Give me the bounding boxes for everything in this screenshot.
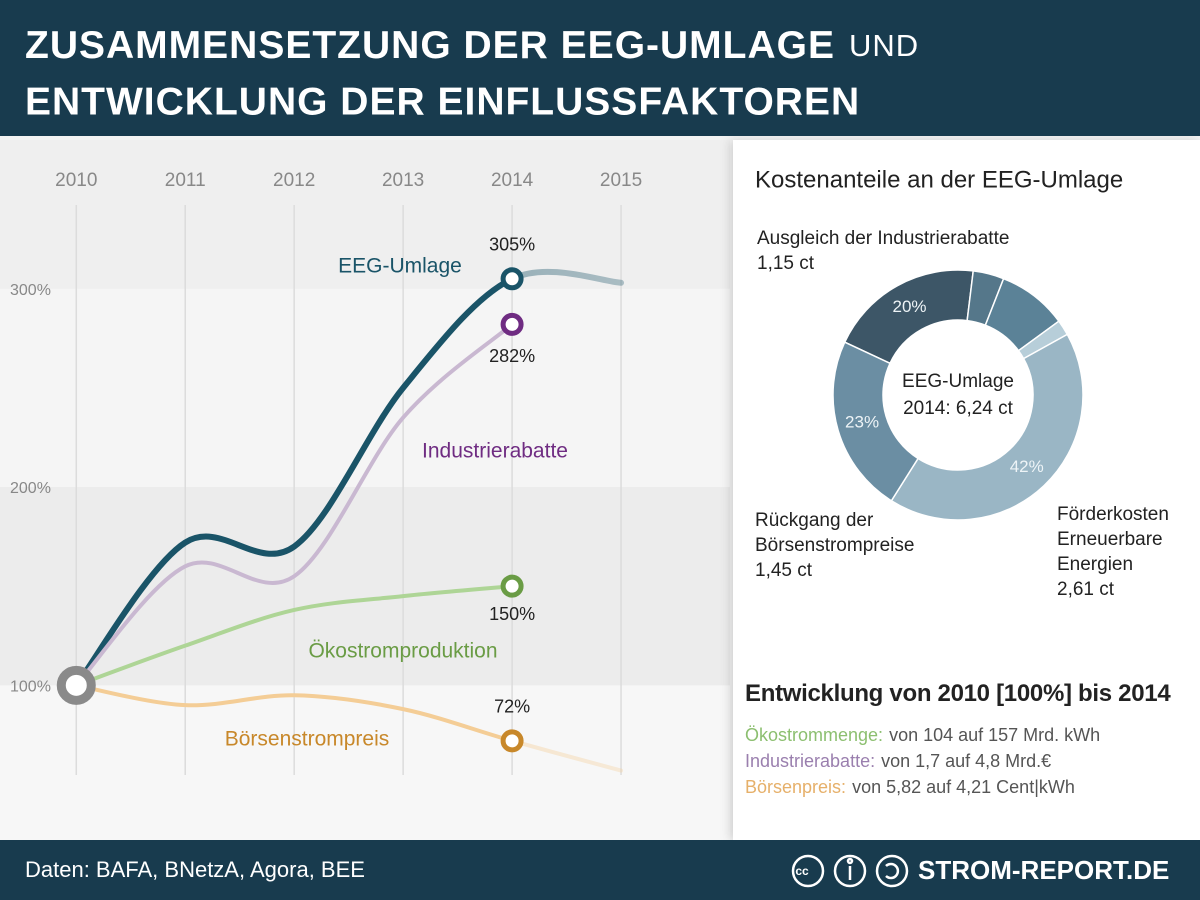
notes-title: Entwicklung von 2010 [100%] bis 2014: [745, 680, 1171, 707]
band: [0, 685, 730, 840]
callout: Rückgang der Börsenstrompreise 1,45 ct: [755, 508, 955, 583]
series-label: Ökostromproduktion: [308, 640, 497, 663]
point-marker: [500, 312, 524, 336]
series-line: [74, 584, 515, 688]
title-part: UND: [849, 28, 919, 63]
value-label: 72%: [494, 697, 530, 717]
origin-marker: [56, 665, 96, 705]
donut-chart: Kostenanteile an der EEG-Umlage 20% 42% 23%…: [755, 166, 1123, 521]
note-label: Ökostrommenge:: [745, 725, 884, 745]
footer-bar: [0, 840, 1200, 900]
series-label: Industrierabatte: [422, 440, 568, 463]
callout-label: Rückgang der Börsenstrompreise: [755, 510, 915, 556]
title-line: ENTWICKLUNG DER EINFLUSSFAKTOREN: [25, 80, 860, 123]
series-label: EEG-Umlage: [338, 255, 462, 278]
x-tick-label: 2011: [165, 170, 206, 191]
note-label: Börsenpreis:: [745, 777, 847, 797]
slice-label: 42%: [1010, 457, 1044, 476]
value-label: 282%: [489, 346, 535, 366]
title-line: ZUSAMMENSETZUNG DER EEG-UMLAGE UND: [25, 24, 919, 67]
x-tick-label: 2015: [600, 170, 642, 191]
band: [0, 140, 730, 289]
slice-label: 23%: [845, 413, 879, 432]
callout-amount: 1,45 ct: [755, 560, 813, 581]
line-chart: 2010 2011 2012 2013 2014 2015 100% 200% 300% EEG-…: [0, 140, 730, 840]
slice-label: 20%: [893, 297, 927, 316]
center-subtitle: 2014: 6,24 ct: [903, 398, 1014, 419]
point-marker: [500, 267, 524, 291]
y-tick-label: 300%: [10, 282, 51, 299]
x-tick-label: 2013: [382, 170, 424, 191]
callout: Ausgleich der Industrierabatte 1,15 ct: [757, 226, 1087, 276]
note-label: Industrierabatte:: [745, 751, 876, 771]
point-marker: [500, 574, 524, 598]
title-part: ZUSAMMENSETZUNG DER EEG-UMLAGE: [25, 24, 835, 67]
value-label: 305%: [489, 235, 535, 255]
note-text: von 1,7 auf 4,8 Mrd.€: [881, 751, 1052, 771]
series-line: [74, 683, 624, 773]
callout-label: Ausgleich der Industrierabatte: [757, 228, 1010, 249]
x-tick-label: 2010: [55, 170, 97, 191]
series-label: Börsenstrompreis: [225, 728, 390, 751]
note-text: von 5,82 auf 4,21 Cent|kWh: [852, 777, 1075, 797]
note-item: Börsenpreis: von 5,82 auf 4,21 Cent|kWh: [745, 774, 1195, 800]
series-line: [74, 322, 515, 688]
note-item: Industrierabatte: von 1,7 auf 4,8 Mrd.€: [745, 748, 1195, 774]
y-tick-label: 100%: [10, 679, 51, 696]
brand: STROM-REPORT.DE: [918, 855, 1169, 885]
pie-slice: [832, 341, 920, 502]
pie-slice: [890, 333, 1084, 521]
header-bar: [0, 0, 1200, 136]
callout-amount: 2,61 ct: [1057, 579, 1115, 600]
note-item: Ökostrommenge: von 104 auf 157 Mrd. kWh: [745, 722, 1195, 748]
license-icons: [791, 854, 909, 888]
notes: Entwicklung von 2010 [100%] bis 2014 Öko…: [745, 680, 1195, 800]
callout: Förderkosten Erneuerbare Energien 2,61 ct: [1057, 502, 1197, 602]
x-tick-label: 2012: [273, 170, 315, 191]
band: [0, 487, 730, 686]
y-tick-label: 200%: [10, 480, 51, 497]
source: Daten: BAFA, BNetzA, Agora, BEE: [25, 857, 365, 882]
band: [0, 288, 730, 488]
center-title: EEG-Umlage: [902, 371, 1014, 392]
point-marker: [500, 729, 524, 753]
cc-icon: cc: [795, 864, 809, 878]
x-tick-label: 2014: [491, 170, 534, 191]
pie-title: Kostenanteile an der EEG-Umlage: [755, 166, 1123, 193]
callout-label: Förderkosten Erneuerbare Energien: [1057, 504, 1169, 575]
callout-amount: 1,15 ct: [757, 253, 815, 274]
value-label: 150%: [489, 604, 535, 624]
note-text: von 104 auf 157 Mrd. kWh: [889, 725, 1101, 745]
